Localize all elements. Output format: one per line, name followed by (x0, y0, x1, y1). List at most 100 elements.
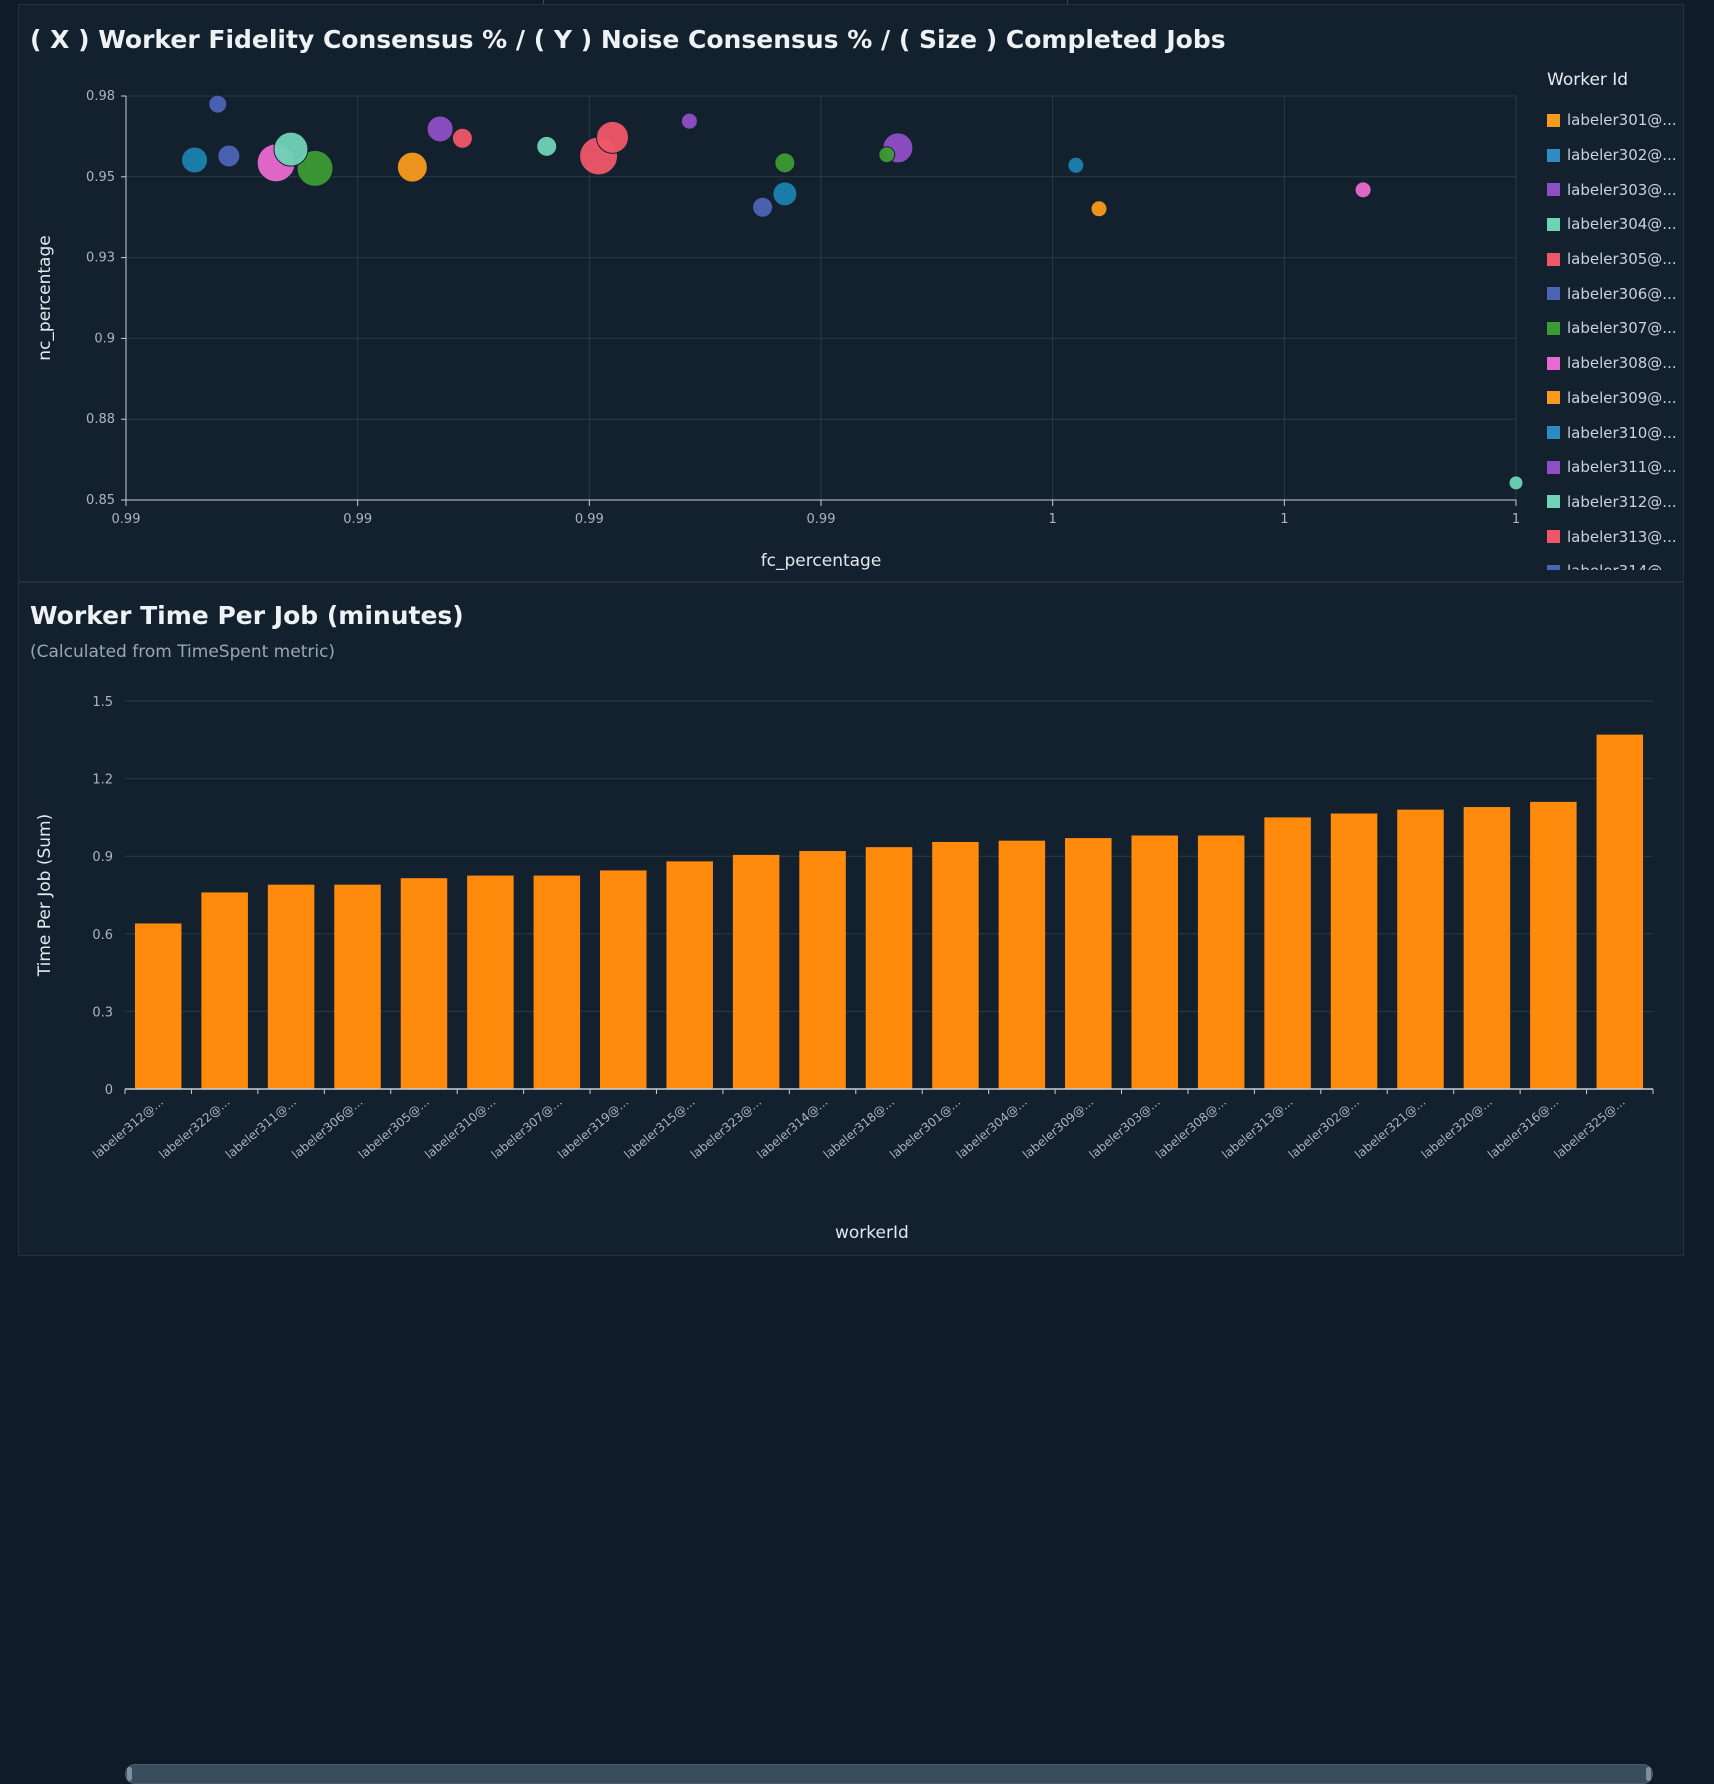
x-tick-label: labeler301@... (887, 1095, 963, 1162)
legend-label: labeler313@... (1567, 527, 1677, 546)
bar (400, 878, 448, 1089)
bar (932, 841, 979, 1089)
scatter-point (752, 196, 774, 218)
scatter-point (536, 135, 558, 157)
bar (267, 884, 315, 1089)
legend-label: labeler308@... (1567, 354, 1677, 373)
bar (1530, 801, 1577, 1089)
bar (1131, 835, 1178, 1089)
legend-swatch (1547, 564, 1560, 570)
x-tick-label: labeler325@... (1552, 1095, 1628, 1162)
legend-item[interactable]: labeler314@... (1547, 554, 1685, 570)
legend-label: labeler305@... (1567, 250, 1677, 269)
legend-label: labeler306@... (1567, 284, 1677, 303)
x-tick-label: labeler302@... (1286, 1095, 1362, 1162)
y-tick-label: 0.95 (86, 170, 115, 185)
x-tick-label: 1 (1280, 512, 1288, 527)
legend-label: labeler301@... (1567, 111, 1677, 130)
y-tick-label: 0.6 (92, 928, 113, 943)
scatter-point (1354, 181, 1372, 199)
legend-swatch (1547, 321, 1560, 335)
x-tick-label: 0.99 (807, 512, 836, 527)
x-tick-label: labeler314@... (754, 1095, 830, 1162)
legend-item[interactable]: labeler301@... (1547, 103, 1685, 138)
bar (467, 875, 514, 1089)
legend-item[interactable]: labeler307@... (1547, 311, 1685, 346)
scatter-plot: 0.99 0.99 0.99 0.99 1 1 1 0.85 0.88 0.9 0.93 0.95 0.… (35, 89, 1524, 571)
legend-swatch (1547, 391, 1560, 405)
bar-subtitle: (Calculated from TimeSpent metric) (30, 642, 336, 662)
legend-swatch (1547, 217, 1560, 231)
legend-swatch (1547, 426, 1560, 440)
scatter-title: ( X ) Worker Fidelity Consensus % / ( Y … (30, 25, 1226, 54)
legend-item[interactable]: labeler304@... (1547, 207, 1685, 242)
legend-list: labeler301@... labeler302@... labeler303@.… (1547, 103, 1685, 570)
bar (334, 884, 381, 1089)
y-tick-label: 0.98 (86, 89, 115, 104)
legend-label: labeler314@... (1567, 562, 1677, 570)
legend-item[interactable]: labeler305@... (1547, 242, 1685, 277)
legend-item[interactable]: labeler313@... (1547, 519, 1685, 554)
legend-item[interactable]: labeler312@... (1547, 485, 1685, 520)
top-strip-divider (543, 0, 544, 4)
bar (799, 851, 846, 1089)
x-tick-label: 0.99 (343, 512, 372, 527)
legend-item[interactable]: labeler308@... (1547, 346, 1685, 381)
horizontal-scrollbar[interactable] (125, 1764, 1653, 1784)
x-tick-label: labeler320@... (1419, 1095, 1495, 1162)
bar (732, 854, 780, 1089)
x-tick-label: labeler313@... (1219, 1095, 1295, 1162)
bar-x-axis-title: workerId (835, 1223, 909, 1243)
legend-label: labeler309@... (1567, 388, 1677, 407)
scatter-point (208, 94, 228, 114)
y-tick-label: 0.3 (92, 1005, 113, 1020)
x-tick-label: 1 (1049, 512, 1057, 527)
bar-chart: 0 0.3 0.6 0.9 1.2 1.5 labeler312@...labeler322… (35, 695, 1654, 1162)
bar (201, 892, 248, 1089)
legend-item[interactable]: labeler310@... (1547, 415, 1685, 450)
legend-swatch (1547, 148, 1560, 162)
x-tick-label: 0.99 (112, 512, 141, 527)
x-tick-label: labeler323@... (688, 1095, 764, 1162)
bar (1596, 734, 1644, 1089)
legend[interactable]: Worker Id labeler301@... labeler302@... la… (1547, 65, 1685, 570)
x-tick-label: labeler322@... (156, 1095, 232, 1162)
legend-item[interactable]: labeler303@... (1547, 172, 1685, 207)
x-tick-label: labeler305@... (356, 1095, 432, 1162)
legend-item[interactable]: labeler306@... (1547, 276, 1685, 311)
legend-swatch (1547, 460, 1560, 474)
x-tick-label: labeler311@... (223, 1095, 299, 1162)
legend-title: Worker Id (1547, 70, 1629, 90)
scrollbar-right-handle[interactable] (1646, 1767, 1651, 1781)
y-tick-label: 0 (105, 1083, 113, 1098)
legend-label: labeler310@... (1567, 423, 1677, 442)
scatter-point (273, 131, 309, 167)
x-tick-label: labeler306@... (289, 1095, 365, 1162)
y-tick-label: 1.5 (92, 695, 113, 710)
x-tick-label: labeler309@... (1020, 1095, 1096, 1162)
x-tick-label: labeler321@... (1352, 1095, 1428, 1162)
top-strip (0, 0, 1714, 4)
legend-swatch (1547, 287, 1560, 301)
bar (998, 840, 1046, 1089)
scatter-panel: ( X ) Worker Fidelity Consensus % / ( Y … (18, 4, 1684, 582)
legend-item[interactable]: labeler311@... (1547, 450, 1685, 485)
scatter-point (680, 112, 698, 130)
bar (1065, 838, 1112, 1089)
bar (134, 923, 182, 1089)
bar (1463, 807, 1511, 1089)
legend-item[interactable]: labeler309@... (1547, 381, 1685, 416)
scrollbar-left-handle[interactable] (127, 1767, 132, 1781)
scatter-point (774, 152, 796, 174)
legend-item[interactable]: labeler302@... (1547, 138, 1685, 173)
scatter-point (296, 149, 334, 187)
bar (666, 861, 713, 1089)
bar (600, 870, 647, 1089)
scatter-point (878, 146, 896, 164)
legend-label: labeler304@... (1567, 215, 1677, 234)
bar (1397, 809, 1444, 1089)
y-tick-label: 0.85 (86, 493, 115, 508)
x-tick-label: labeler310@... (422, 1095, 498, 1162)
legend-label: labeler312@... (1567, 492, 1677, 511)
x-tick-label: labeler318@... (821, 1095, 897, 1162)
